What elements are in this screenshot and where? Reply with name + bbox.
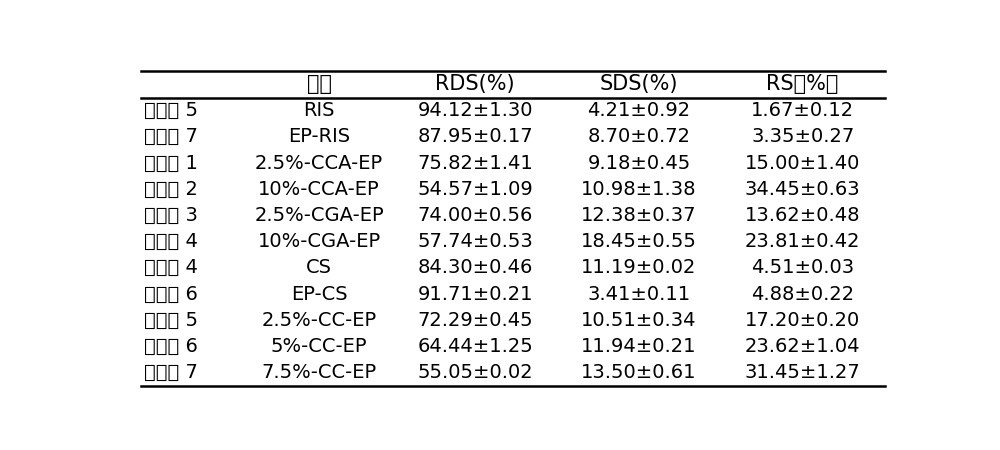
Text: 13.50±0.61: 13.50±0.61	[581, 363, 697, 382]
Text: 11.94±0.21: 11.94±0.21	[581, 337, 697, 356]
Text: 8.70±0.72: 8.70±0.72	[587, 127, 690, 146]
Text: 18.45±0.55: 18.45±0.55	[581, 232, 697, 251]
Text: 75.82±1.41: 75.82±1.41	[417, 153, 533, 172]
Text: 91.71±0.21: 91.71±0.21	[418, 284, 533, 303]
Text: 72.29±0.45: 72.29±0.45	[417, 310, 533, 330]
Text: 15.00±1.40: 15.00±1.40	[745, 153, 860, 172]
Text: 样品: 样品	[307, 74, 332, 94]
Text: 64.44±1.25: 64.44±1.25	[417, 337, 533, 356]
Text: 2.5%-CC-EP: 2.5%-CC-EP	[261, 310, 377, 330]
Text: 实施例 5: 实施例 5	[144, 310, 198, 330]
Text: 2.5%-CGA-EP: 2.5%-CGA-EP	[254, 206, 384, 225]
Text: 实施例 7: 实施例 7	[144, 363, 198, 382]
Text: 55.05±0.02: 55.05±0.02	[417, 363, 533, 382]
Text: SDS(%): SDS(%)	[600, 74, 678, 94]
Text: 5%-CC-EP: 5%-CC-EP	[271, 337, 367, 356]
Text: 54.57±1.09: 54.57±1.09	[417, 180, 533, 199]
Text: 10.98±1.38: 10.98±1.38	[581, 180, 697, 199]
Text: 9.18±0.45: 9.18±0.45	[587, 153, 691, 172]
Text: 94.12±1.30: 94.12±1.30	[418, 101, 533, 120]
Text: 4.51±0.03: 4.51±0.03	[751, 258, 854, 277]
Text: 对比例 4: 对比例 4	[144, 258, 198, 277]
Text: 10.51±0.34: 10.51±0.34	[581, 310, 697, 330]
Text: 实施例 1: 实施例 1	[144, 153, 198, 172]
Text: 对比例 7: 对比例 7	[144, 127, 198, 146]
Text: EP-RIS: EP-RIS	[288, 127, 350, 146]
Text: 23.81±0.42: 23.81±0.42	[745, 232, 860, 251]
Text: 3.35±0.27: 3.35±0.27	[751, 127, 854, 146]
Text: 10%-CGA-EP: 10%-CGA-EP	[257, 232, 381, 251]
Text: RS（%）: RS（%）	[766, 74, 839, 94]
Text: 84.30±0.46: 84.30±0.46	[418, 258, 533, 277]
Text: 1.67±0.12: 1.67±0.12	[751, 101, 854, 120]
Text: 对比例 6: 对比例 6	[144, 284, 198, 303]
Text: 对比例 5: 对比例 5	[144, 101, 198, 120]
Text: 2.5%-CCA-EP: 2.5%-CCA-EP	[255, 153, 383, 172]
Text: 17.20±0.20: 17.20±0.20	[745, 310, 860, 330]
Text: EP-CS: EP-CS	[291, 284, 347, 303]
Text: CS: CS	[306, 258, 332, 277]
Text: 87.95±0.17: 87.95±0.17	[417, 127, 533, 146]
Text: 34.45±0.63: 34.45±0.63	[745, 180, 860, 199]
Text: RDS(%): RDS(%)	[435, 74, 515, 94]
Text: 实施例 2: 实施例 2	[144, 180, 198, 199]
Text: 3.41±0.11: 3.41±0.11	[587, 284, 691, 303]
Text: 11.19±0.02: 11.19±0.02	[581, 258, 697, 277]
Text: 实施例 6: 实施例 6	[144, 337, 198, 356]
Text: 实施例 3: 实施例 3	[144, 206, 198, 225]
Text: 74.00±0.56: 74.00±0.56	[418, 206, 533, 225]
Text: 4.21±0.92: 4.21±0.92	[587, 101, 691, 120]
Text: 13.62±0.48: 13.62±0.48	[745, 206, 860, 225]
Text: 4.88±0.22: 4.88±0.22	[751, 284, 854, 303]
Text: 7.5%-CC-EP: 7.5%-CC-EP	[261, 363, 377, 382]
Text: 23.62±1.04: 23.62±1.04	[745, 337, 860, 356]
Text: RIS: RIS	[303, 101, 335, 120]
Text: 12.38±0.37: 12.38±0.37	[581, 206, 697, 225]
Text: 实施例 4: 实施例 4	[144, 232, 198, 251]
Text: 10%-CCA-EP: 10%-CCA-EP	[258, 180, 380, 199]
Text: 31.45±1.27: 31.45±1.27	[745, 363, 861, 382]
Text: 57.74±0.53: 57.74±0.53	[417, 232, 533, 251]
